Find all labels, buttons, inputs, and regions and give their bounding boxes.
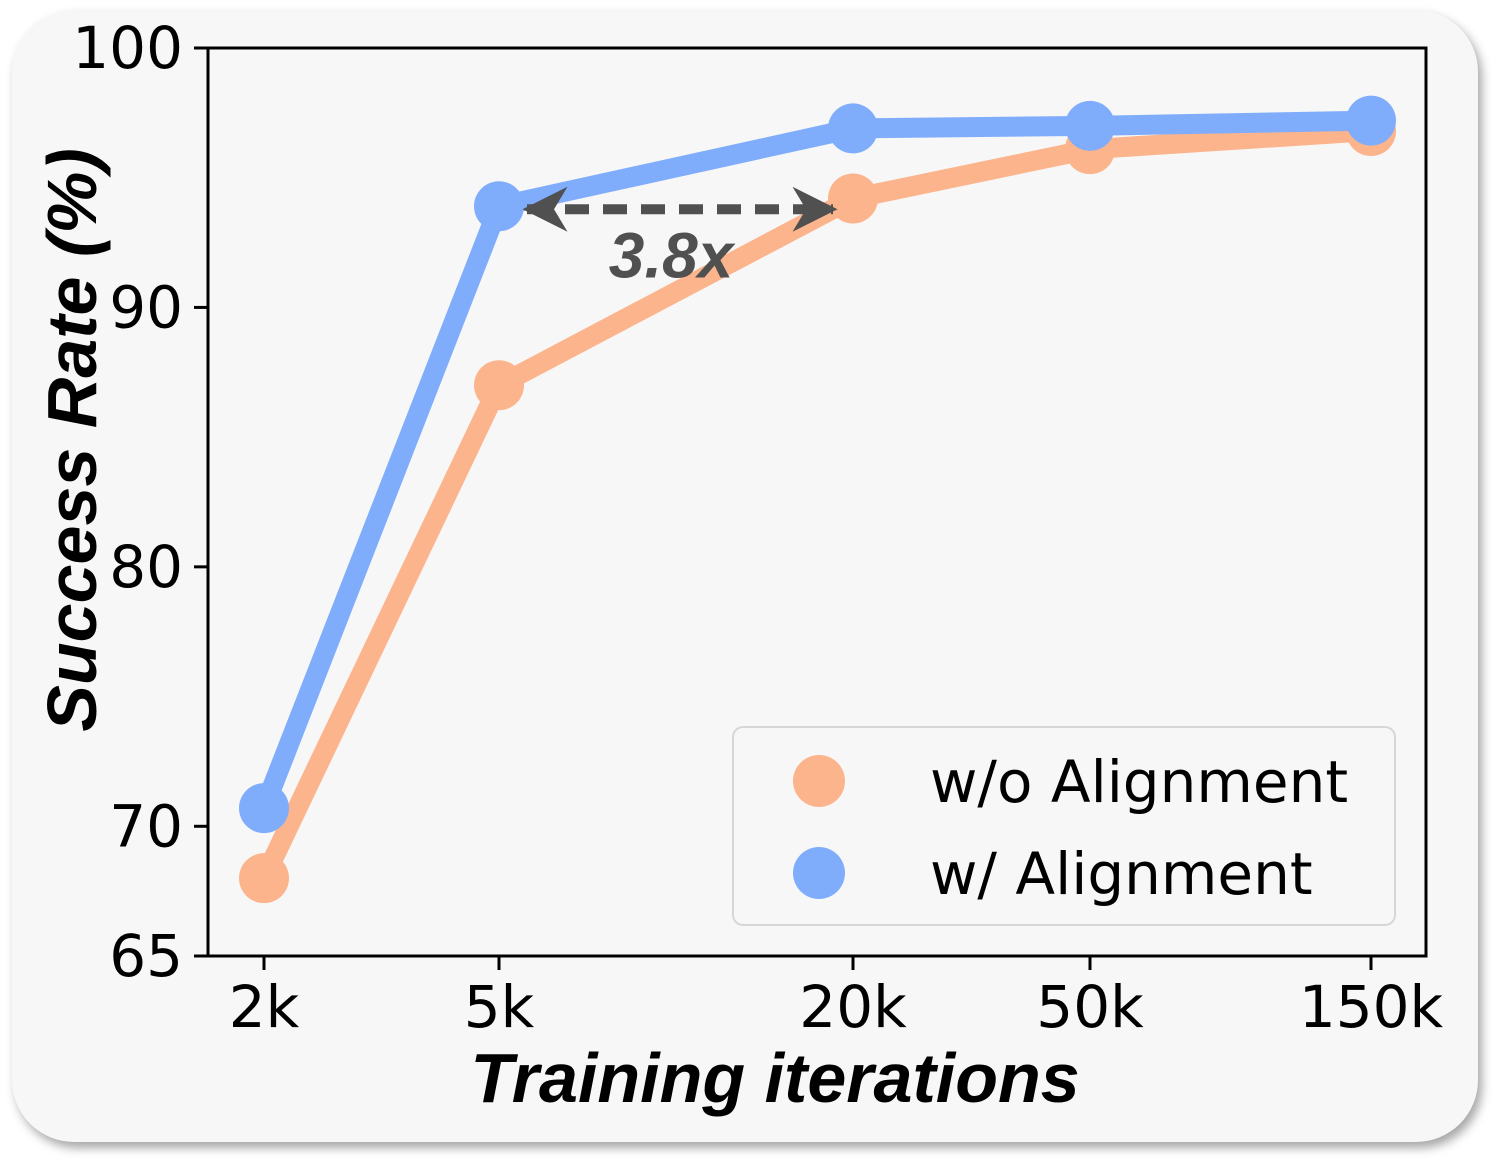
x-axis-label: Training iterations	[470, 1039, 1079, 1117]
data-point	[239, 853, 289, 904]
data-point	[828, 103, 878, 154]
series-with-alignment	[239, 95, 1396, 834]
x-tick-label: 20k	[799, 973, 907, 1041]
data-point	[239, 783, 289, 834]
speedup-label: 3.8x	[609, 219, 736, 291]
data-point	[1065, 100, 1115, 151]
x-tick-label: 50k	[1036, 973, 1144, 1041]
legend-label: w/o Alignment	[930, 748, 1348, 816]
legend-marker	[793, 847, 845, 899]
data-point	[474, 360, 524, 411]
legend-label: w/ Alignment	[930, 840, 1313, 908]
y-tick-label: 65	[109, 922, 183, 990]
x-tick-label: 2k	[229, 973, 300, 1041]
data-point	[828, 173, 878, 224]
x-axis: 2k 5k 20k 50k 150k	[229, 956, 1444, 1041]
y-axis: 65 70 80 90 100	[72, 14, 208, 990]
data-point	[1346, 95, 1396, 146]
x-tick-label: 5k	[464, 973, 535, 1041]
legend-box	[732, 726, 1396, 926]
series-layer	[239, 95, 1396, 904]
data-point	[474, 181, 524, 232]
y-tick-label: 100	[72, 14, 183, 82]
x-tick-label: 150k	[1299, 973, 1444, 1041]
annotation: 3.8x	[522, 186, 838, 291]
y-tick-label: 70	[109, 792, 183, 860]
y-axis-label: Success Rate (%)	[33, 148, 111, 732]
legend-marker	[793, 755, 845, 807]
y-tick-label: 80	[109, 533, 183, 601]
y-tick-label: 90	[109, 273, 183, 341]
plot-area	[206, 46, 1428, 958]
legend: w/o Alignment w/ Alignment	[732, 726, 1396, 926]
